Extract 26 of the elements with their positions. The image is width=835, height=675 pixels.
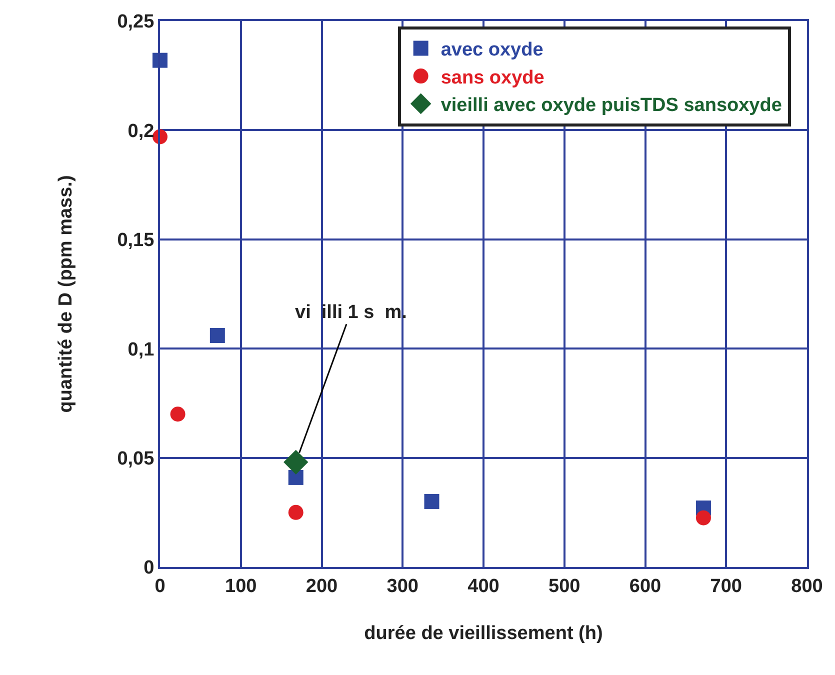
x-axis-title: durée de vieillissement (h) [364, 623, 603, 644]
point [210, 328, 225, 343]
x-tick-label: 500 [548, 576, 580, 597]
x-tick-label: 300 [386, 576, 418, 597]
point [288, 504, 304, 520]
x-tick-label: 400 [468, 576, 500, 597]
point [696, 510, 711, 526]
y-tick-label: 0 [144, 558, 154, 579]
point [288, 470, 304, 485]
y-tick-label: 0,05 [117, 448, 155, 470]
y-tick-label: 0,15 [117, 230, 155, 252]
point [284, 450, 308, 475]
legend-label: vieilli avec oxyde puisTDS sansoxyde [440, 95, 782, 116]
y-tick-label: 0,25 [117, 12, 155, 33]
legend-label: avec oxyde [440, 40, 544, 61]
x-tick-label: 200 [306, 576, 338, 597]
x-tick-label: 600 [629, 576, 662, 597]
y-tick-label: 0,1 [128, 339, 155, 360]
point [170, 406, 186, 422]
x-tick-label: 100 [225, 576, 257, 597]
x-tick-label: 700 [710, 576, 742, 597]
x-tick-label: 800 [791, 576, 823, 597]
y-axis-title: quantité de D (ppm mass.) [56, 175, 77, 413]
y-tick-label: 0,2 [128, 120, 154, 142]
legend-label: sans oxyde [440, 67, 544, 88]
point [424, 494, 440, 509]
